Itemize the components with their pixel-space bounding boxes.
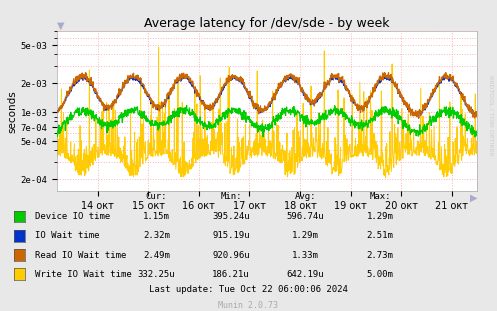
- Text: ▶: ▶: [470, 193, 477, 203]
- Text: Read IO Wait time: Read IO Wait time: [35, 251, 126, 259]
- Text: 1.15m: 1.15m: [143, 212, 170, 221]
- Text: 5.00m: 5.00m: [367, 270, 394, 279]
- Y-axis label: seconds: seconds: [8, 90, 18, 132]
- Text: 642.19u: 642.19u: [287, 270, 325, 279]
- Text: Cur:: Cur:: [146, 192, 167, 201]
- Title: Average latency for /dev/sde - by week: Average latency for /dev/sde - by week: [145, 17, 390, 30]
- Text: 2.49m: 2.49m: [143, 251, 170, 259]
- Text: Min:: Min:: [220, 192, 242, 201]
- Text: Max:: Max:: [369, 192, 391, 201]
- Text: Avg:: Avg:: [295, 192, 317, 201]
- Text: 2.51m: 2.51m: [367, 231, 394, 240]
- Text: 1.29m: 1.29m: [367, 212, 394, 221]
- Text: 1.33m: 1.33m: [292, 251, 319, 259]
- Text: 920.96u: 920.96u: [212, 251, 250, 259]
- Text: Last update: Tue Oct 22 06:00:06 2024: Last update: Tue Oct 22 06:00:06 2024: [149, 285, 348, 294]
- Text: Write IO Wait time: Write IO Wait time: [35, 270, 132, 279]
- Text: 2.73m: 2.73m: [367, 251, 394, 259]
- Text: 1.29m: 1.29m: [292, 231, 319, 240]
- Text: 2.32m: 2.32m: [143, 231, 170, 240]
- Text: RRDTOOL / TOBI OETIKER: RRDTOOL / TOBI OETIKER: [489, 75, 494, 156]
- Text: ▼: ▼: [57, 21, 65, 31]
- Text: Munin 2.0.73: Munin 2.0.73: [219, 301, 278, 310]
- Text: IO Wait time: IO Wait time: [35, 231, 99, 240]
- Text: 596.74u: 596.74u: [287, 212, 325, 221]
- Text: Device IO time: Device IO time: [35, 212, 110, 221]
- Text: 332.25u: 332.25u: [138, 270, 175, 279]
- Text: 186.21u: 186.21u: [212, 270, 250, 279]
- Text: 915.19u: 915.19u: [212, 231, 250, 240]
- Text: 395.24u: 395.24u: [212, 212, 250, 221]
